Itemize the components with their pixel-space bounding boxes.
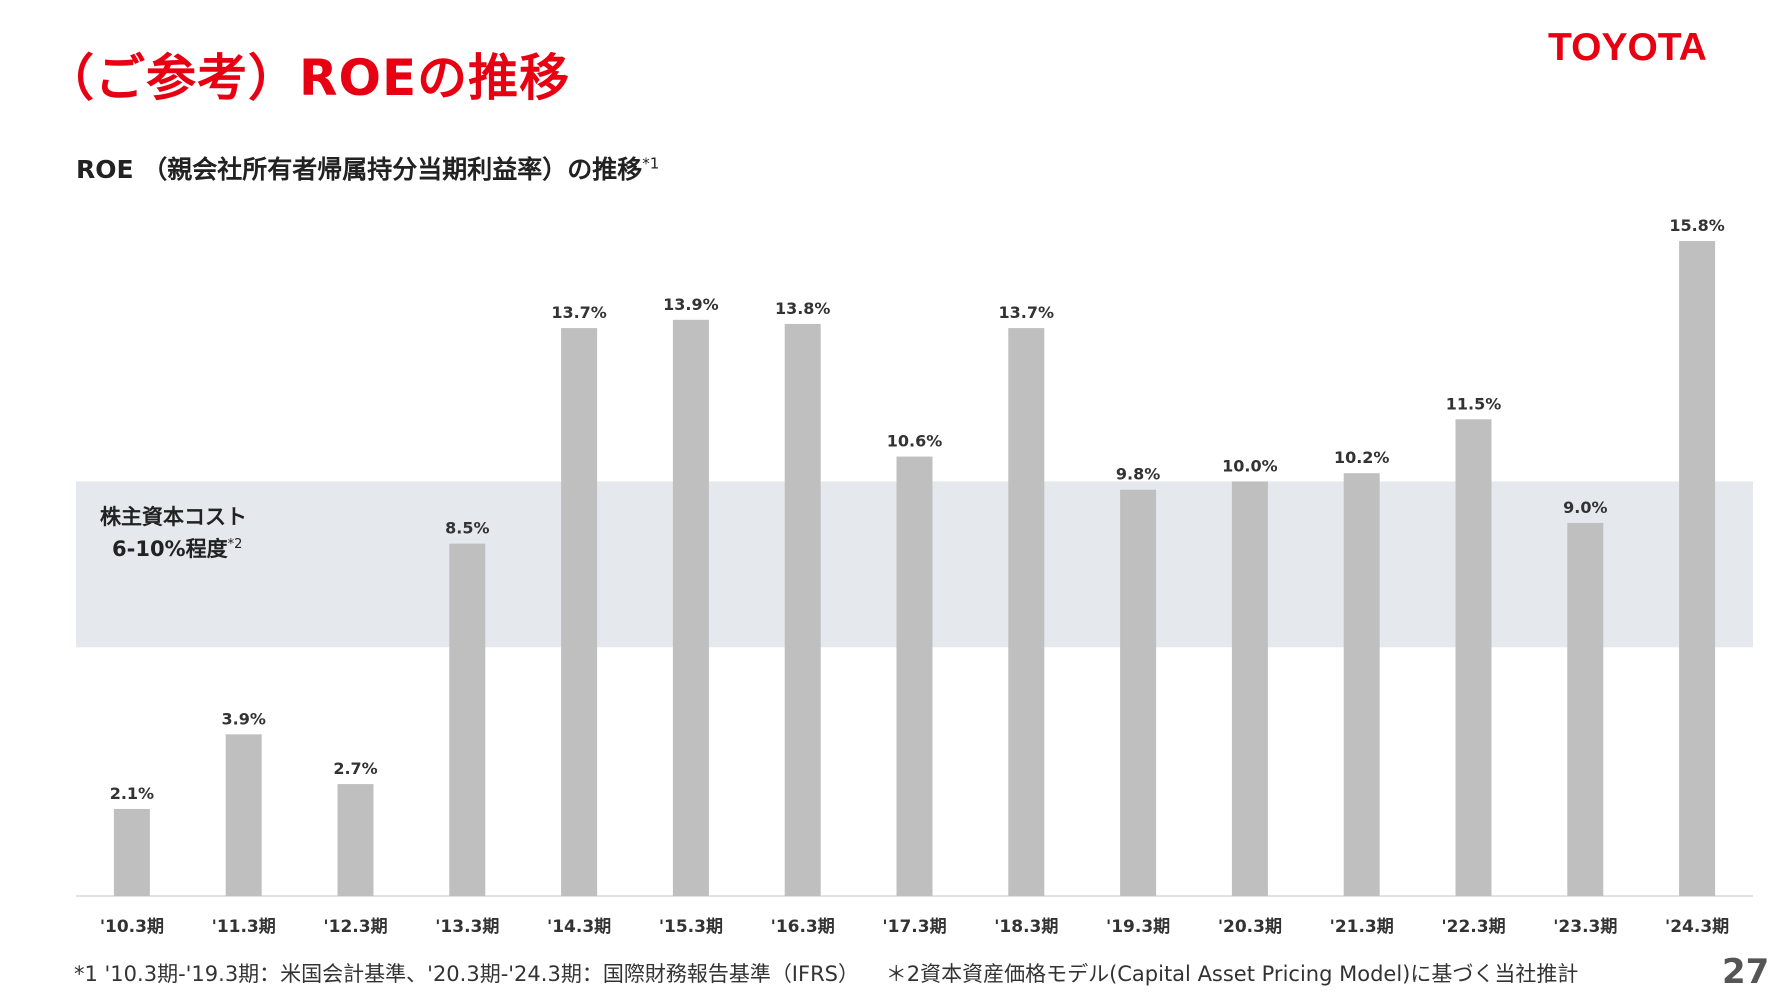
x-tick-label-10: '20.3期 [1218, 917, 1282, 937]
page-number: 27 [1722, 952, 1770, 992]
chart-title: ROE （親会社所有者帰属持分当期利益率）の推移*1 [76, 150, 659, 186]
x-tick-label-0: '10.3期 [100, 917, 164, 937]
bar-6 [784, 323, 821, 897]
value-label-14: 15.8% [1669, 216, 1725, 235]
value-label-9: 9.8% [1116, 465, 1160, 484]
bar-0 [113, 808, 150, 896]
bar-12 [1455, 419, 1492, 896]
value-label-5: 13.9% [663, 295, 719, 314]
band-label-line1: 株主資本コスト [100, 505, 247, 529]
value-labels-group: 2.1% 3.9% 2.7% 8.5% 13.7% 13.9% 13.8% 10.6% 13.7… [110, 216, 1725, 803]
bar-11 [1343, 473, 1380, 896]
value-label-4: 13.7% [551, 303, 607, 322]
x-tick-labels-group: '10.3期 '11.3期 '12.3期 '13.3期 '14.3期 '15.3期 '16.… [100, 917, 1729, 937]
x-tick-label-9: '19.3期 [1106, 917, 1170, 937]
bars-group [113, 241, 1716, 897]
bar-1 [225, 734, 262, 896]
footnote-1: *1 '10.3期-'19.3期：米国会計基準、'20.3期-'24.3期：国際… [74, 962, 860, 986]
toyota-logo: TOYOTA [1548, 26, 1707, 69]
value-label-7: 10.6% [887, 432, 943, 451]
chart-title-note: *1 [642, 154, 660, 173]
value-label-0: 2.1% [110, 784, 154, 803]
x-tick-label-6: '16.3期 [771, 917, 835, 937]
page-title: （ご参考）ROEの推移 [44, 49, 571, 107]
bar-7 [896, 456, 933, 896]
value-label-8: 13.7% [999, 303, 1055, 322]
bar-8 [1008, 328, 1045, 896]
value-label-11: 10.2% [1334, 448, 1390, 467]
value-label-3: 8.5% [445, 519, 489, 538]
x-tick-label-13: '23.3期 [1553, 917, 1617, 937]
value-label-1: 3.9% [222, 709, 266, 728]
bar-4 [561, 328, 598, 896]
value-label-13: 9.0% [1563, 498, 1607, 517]
value-label-2: 2.7% [333, 759, 377, 778]
value-label-6: 13.8% [775, 299, 831, 318]
bar-2 [337, 784, 374, 896]
x-tick-label-4: '14.3期 [547, 917, 611, 937]
footnote-2: ＊2資本資産価格モデル(Capital Asset Pricing Model)… [885, 962, 1579, 986]
band-label-line2: 6-10%程度 [112, 537, 228, 561]
band-label: 株主資本コスト 6-10%程度*2 [100, 503, 247, 563]
value-label-10: 10.0% [1222, 456, 1278, 475]
bar-14 [1679, 241, 1716, 896]
value-label-12: 11.5% [1446, 394, 1502, 413]
bar-3 [449, 543, 486, 896]
x-tick-label-7: '17.3期 [882, 917, 946, 937]
x-tick-label-14: '24.3期 [1665, 917, 1729, 937]
band-label-line2-wrap: 6-10%程度*2 [100, 531, 247, 563]
chart-title-text: ROE （親会社所有者帰属持分当期利益率）の推移 [76, 155, 643, 184]
bar-13 [1567, 522, 1604, 896]
x-tick-label-11: '21.3期 [1330, 917, 1394, 937]
footnotes: *1 '10.3期-'19.3期：米国会計基準、'20.3期-'24.3期：国際… [74, 958, 1598, 988]
x-tick-label-2: '12.3期 [323, 917, 387, 937]
bar-5 [672, 319, 709, 896]
x-tick-label-3: '13.3期 [435, 917, 499, 937]
band-label-note: *2 [227, 537, 243, 552]
x-tick-label-8: '18.3期 [994, 917, 1058, 937]
bar-9 [1120, 489, 1157, 896]
x-tick-label-5: '15.3期 [659, 917, 723, 937]
x-tick-label-1: '11.3期 [212, 917, 276, 937]
x-tick-label-12: '22.3期 [1441, 917, 1505, 937]
bar-10 [1231, 481, 1268, 896]
